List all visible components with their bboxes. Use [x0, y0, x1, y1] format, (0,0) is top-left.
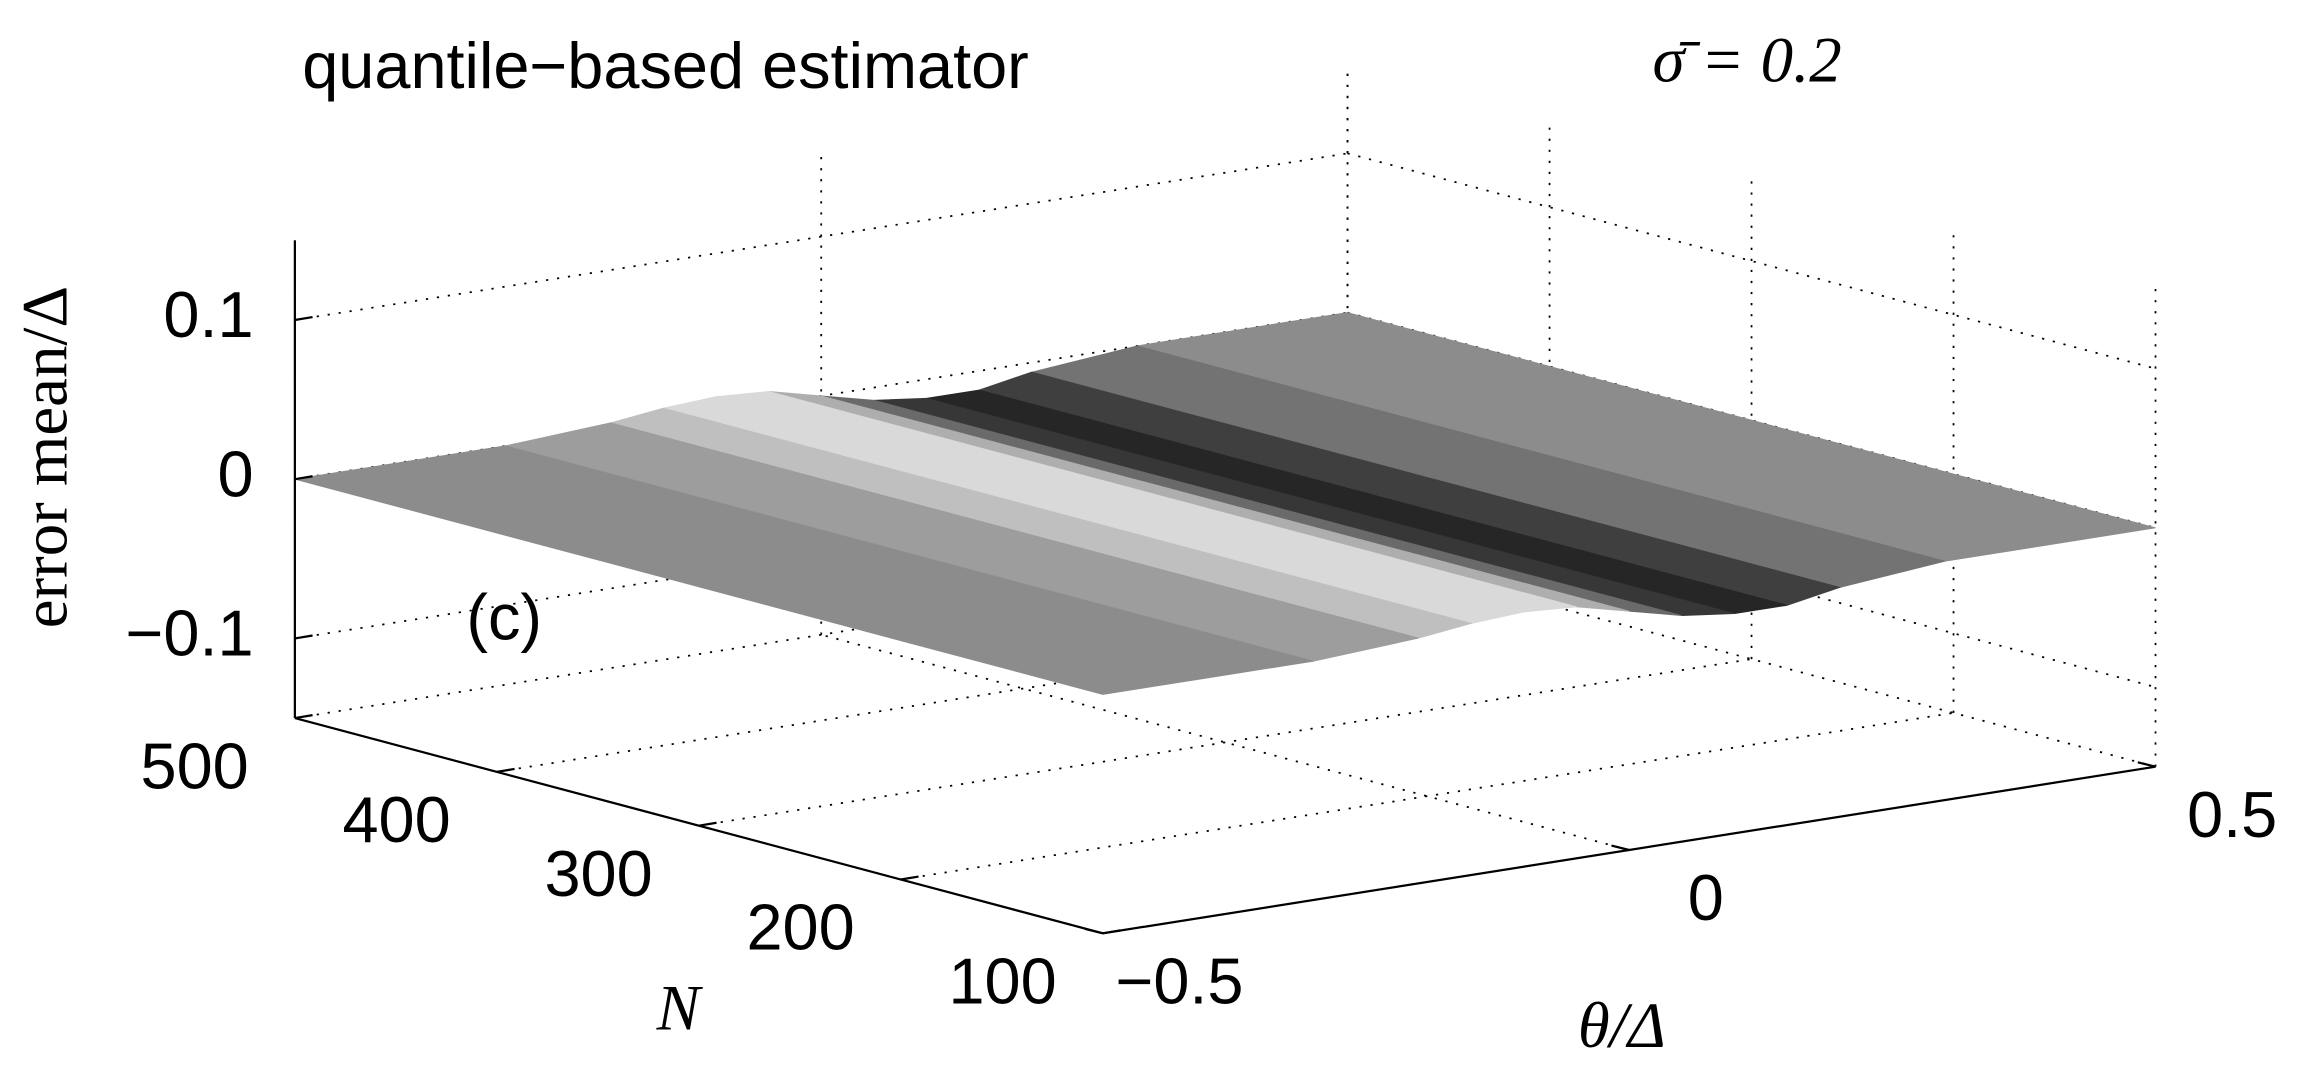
surface — [294, 312, 2156, 695]
y-tick — [1102, 929, 1121, 935]
y-tick — [496, 767, 515, 773]
x-tick-label: −0.5 — [1115, 945, 1243, 1018]
surface-patch — [900, 623, 1209, 695]
y-tick-label: 500 — [141, 729, 249, 802]
y-tick — [900, 875, 919, 881]
grid-line — [294, 152, 1348, 321]
x-tick — [1084, 927, 1104, 935]
grid-line — [1347, 470, 2156, 688]
y-tick — [698, 821, 717, 827]
axes: −0.1 0 0.1 100 200 300 400 500 −0.5 0 0.5 — [126, 240, 2277, 1018]
chart-title: quantile−based estimator — [302, 29, 1029, 102]
z-axis-label: error mean/Δ — [9, 286, 81, 628]
grid-line — [900, 712, 1954, 881]
annotation: (c) — [466, 580, 542, 653]
y-tick-label: 200 — [746, 891, 854, 964]
grid-line — [698, 658, 1752, 827]
z-tick — [294, 315, 313, 322]
z-tick — [294, 634, 313, 640]
y-tick — [294, 714, 313, 720]
grid-line — [820, 633, 1630, 851]
z-tick-label: 0.1 — [163, 278, 253, 351]
y-tick-label: 400 — [342, 783, 450, 856]
subtitle: σ̄ = 0.2 — [1652, 24, 1841, 96]
z-tick — [294, 475, 313, 481]
y-axis-label: N — [656, 972, 704, 1044]
x-axis-label: θ/Δ — [1578, 990, 1666, 1062]
y-tick-label: 100 — [948, 945, 1056, 1018]
x-tick — [1611, 844, 1630, 852]
grid-line — [294, 550, 1348, 719]
grid-line — [496, 604, 1550, 773]
x-tick — [2137, 761, 2156, 768]
grid-line — [1347, 152, 2156, 370]
x-tick-label: 0.5 — [2187, 778, 2277, 851]
y-axis — [294, 716, 1104, 935]
z-tick-label: 0 — [218, 437, 254, 510]
z-tick-label: −0.1 — [126, 597, 254, 670]
x-tick-label: 0 — [1688, 861, 1724, 934]
y-tick-label: 300 — [544, 837, 652, 910]
